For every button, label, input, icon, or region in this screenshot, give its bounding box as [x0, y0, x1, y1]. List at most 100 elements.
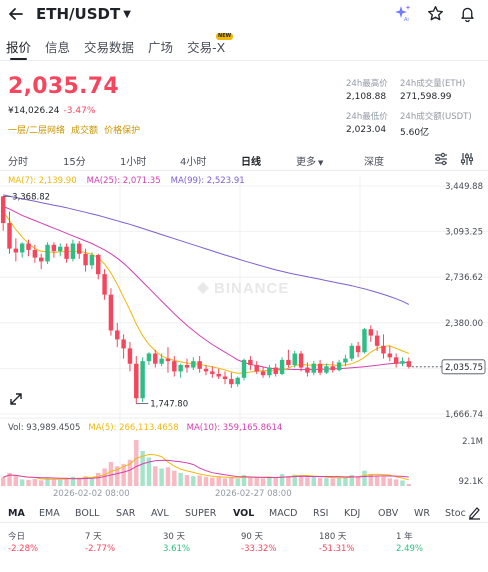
- volume-legend: Vol: 93,989.4505 MA(5): 266,113.4658 MA(…: [8, 423, 282, 433]
- candle-body: [267, 367, 272, 376]
- candle-body: [279, 359, 285, 374]
- volume-bar: [140, 450, 145, 486]
- candle-body: [96, 255, 101, 275]
- volume-bar: [153, 466, 158, 486]
- tab-square[interactable]: 广场: [148, 40, 174, 55]
- ind-boll[interactable]: BOLL: [75, 508, 100, 519]
- volume-bar: [362, 470, 367, 486]
- perf-value: -33.32%: [241, 544, 277, 554]
- candle-body: [260, 371, 266, 376]
- candle-body: [121, 339, 126, 349]
- kline-chart[interactable]: BINANCE 3,449.88 3,093.25 2,736.62 2,380.00…: [0, 170, 488, 500]
- tf-more[interactable]: 更多 ▼: [296, 153, 323, 168]
- ma99-legend: MA(99): 2,523.91: [170, 176, 245, 186]
- ind-rsi[interactable]: RSI: [313, 508, 329, 519]
- ind-macd[interactable]: MACD: [269, 508, 298, 519]
- candle-body: [362, 329, 367, 353]
- volume-bar: [336, 477, 342, 486]
- volume-bar: [134, 440, 139, 486]
- pair-selector[interactable]: ETH/USDT ▼: [36, 5, 131, 23]
- candle-body: [400, 361, 405, 364]
- bell-icon[interactable]: [458, 4, 476, 22]
- ind-ma[interactable]: MA: [8, 508, 25, 519]
- volume-bar: [203, 476, 209, 486]
- volume-bar: [184, 475, 190, 486]
- tab-info[interactable]: 信息: [45, 40, 71, 55]
- star-icon[interactable]: [426, 4, 444, 22]
- ma7-legend: MA(7): 2,139.90: [8, 176, 77, 186]
- settings-sliders-icon[interactable]: [460, 152, 474, 169]
- candle-body: [127, 348, 133, 364]
- stat-low: 24h最低价 2,023.04: [346, 110, 388, 135]
- tf-depth[interactable]: 深度: [364, 157, 384, 168]
- tag-turnover[interactable]: 成交额: [71, 126, 99, 136]
- perf-value: 2.49%: [396, 544, 424, 554]
- tag-layer-network[interactable]: 一层/二层网络: [8, 126, 66, 136]
- ind-wr[interactable]: WR: [414, 508, 430, 519]
- stat-vol-usdt-label: 24h成交额(USDT): [400, 112, 472, 122]
- tf-4h[interactable]: 4小时: [180, 157, 207, 168]
- divider: [0, 60, 488, 61]
- caret-down-icon: ▼: [123, 8, 131, 20]
- perf-90d: 90 天 -33.32%: [241, 531, 276, 555]
- price-change: -3.47%: [63, 106, 96, 116]
- volume-bar: [222, 478, 228, 486]
- volume-bar: [96, 472, 101, 486]
- price-axis-label: 2,380.00: [445, 319, 483, 329]
- ind-super[interactable]: SUPER: [185, 508, 217, 519]
- candle-body: [248, 359, 253, 365]
- tab-trading-data[interactable]: 交易数据: [84, 40, 135, 55]
- price-axis-label: 3,449.88: [445, 182, 483, 192]
- candle-body: [368, 329, 374, 336]
- caret-down-icon: ▼: [318, 159, 324, 167]
- perf-1y: 1 年 2.49%: [396, 531, 423, 555]
- price-axis-label: 3,093.25: [445, 228, 483, 238]
- ind-avl[interactable]: AVL: [151, 508, 169, 519]
- ind-vol[interactable]: VOL: [233, 508, 255, 519]
- volume-bar: [260, 478, 266, 486]
- candle-body: [324, 366, 329, 373]
- indicator-settings-icon[interactable]: [434, 152, 448, 169]
- expand-icon[interactable]: [8, 391, 24, 407]
- volume-bar: [146, 457, 152, 486]
- ind-kdj[interactable]: KDJ: [344, 508, 361, 519]
- tag-links: 一层/二层网络 成交额 价格保护: [8, 123, 140, 136]
- candle-body: [77, 243, 82, 254]
- volume-bar: [235, 478, 240, 486]
- ind-obv[interactable]: OBV: [378, 508, 399, 519]
- tf-1d[interactable]: 日线: [241, 157, 261, 168]
- tf-1h[interactable]: 1小时: [120, 157, 147, 168]
- candle-body: [0, 196, 6, 224]
- tab-trade-x[interactable]: 交易-X NEW: [187, 33, 234, 56]
- perf-label: 180 天: [319, 532, 347, 542]
- candle-body: [57, 246, 63, 252]
- volume-bar: [83, 476, 88, 486]
- perf-value: -51.31%: [319, 544, 355, 554]
- volume-bar: [374, 475, 380, 486]
- ind-sar[interactable]: SAR: [116, 508, 136, 519]
- tab-bar: 报价 信息 交易数据 广场 交易-X NEW: [6, 33, 234, 60]
- tf-timeshare[interactable]: 分时: [8, 157, 28, 168]
- volume-bar: [406, 483, 412, 486]
- ai-sparkle-icon[interactable]: Ai: [394, 4, 412, 22]
- tab-quotes[interactable]: 报价: [6, 37, 31, 60]
- volume-bar: [13, 476, 19, 486]
- vol-ma10-line: [3, 459, 409, 480]
- volume-bar: [298, 475, 304, 486]
- candle-body: [311, 363, 316, 373]
- ind-ema[interactable]: EMA: [39, 508, 60, 519]
- tag-price-protection[interactable]: 价格保护: [104, 126, 141, 136]
- back-arrow-icon[interactable]: [8, 6, 24, 26]
- drawing-tool-icon[interactable]: [468, 506, 481, 523]
- perf-label: 7 天: [85, 532, 102, 542]
- perf-label: 90 天: [241, 532, 264, 542]
- tf-15m[interactable]: 15分: [63, 157, 86, 168]
- perf-value: -2.77%: [85, 544, 116, 554]
- high-annotation: 3,368.82: [12, 192, 50, 202]
- candle-body: [64, 246, 69, 259]
- volume-bar: [400, 480, 405, 486]
- candle-body: [241, 359, 247, 378]
- ind-stoch[interactable]: Stoc: [445, 508, 466, 519]
- volume-bar: [178, 472, 183, 486]
- stat-low-value: 2,023.04: [346, 125, 387, 135]
